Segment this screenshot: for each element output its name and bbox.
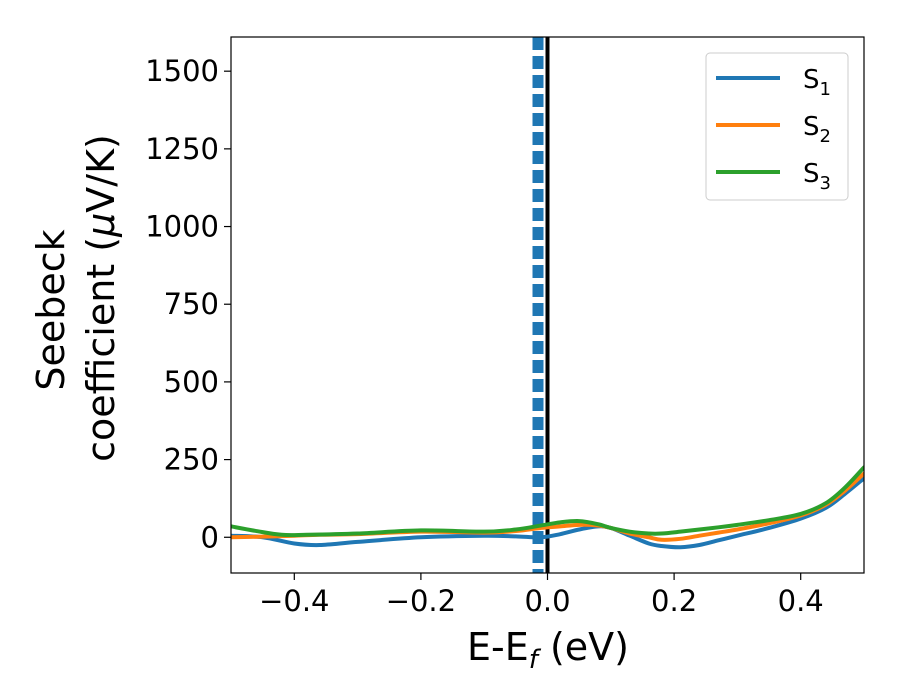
y-tick-label: 250	[164, 443, 219, 477]
series-line-3	[231, 465, 864, 538]
y-tick-label: 1500	[145, 54, 219, 88]
y-tick-label: 1000	[145, 210, 219, 244]
x-axis-ticks: −0.4 −0.2 0.0 0.2 0.4	[259, 573, 824, 618]
reference-lines	[532, 37, 550, 573]
x-tick-label: 0.2	[651, 584, 697, 618]
y-tick-label: 500	[164, 365, 219, 399]
y-tick-label: 750	[164, 287, 219, 321]
x-axis-label: E-Ef (eV)	[467, 625, 629, 675]
legend-label-2: S2	[803, 112, 831, 147]
x-tick-label: −0.4	[259, 584, 329, 618]
y-tick-label: 0	[201, 520, 219, 554]
x-tick-label: 0.4	[778, 584, 824, 618]
x-tick-label: −0.2	[386, 584, 456, 618]
y-tick-label: 1250	[145, 132, 219, 166]
y-axis-label-line2: coefficient (μV/K)	[79, 134, 123, 462]
series-lines	[231, 465, 864, 550]
y-axis-ticks: 0 250 500 750 1000 1250 1500	[145, 54, 231, 554]
legend-label-3: S3	[803, 159, 831, 194]
y-axis-label-line1: Seebeck	[29, 229, 73, 390]
x-tick-label: 0.0	[524, 584, 570, 618]
legend-label-1: S1	[803, 65, 831, 100]
legend: S1 S2 S3	[705, 52, 849, 201]
